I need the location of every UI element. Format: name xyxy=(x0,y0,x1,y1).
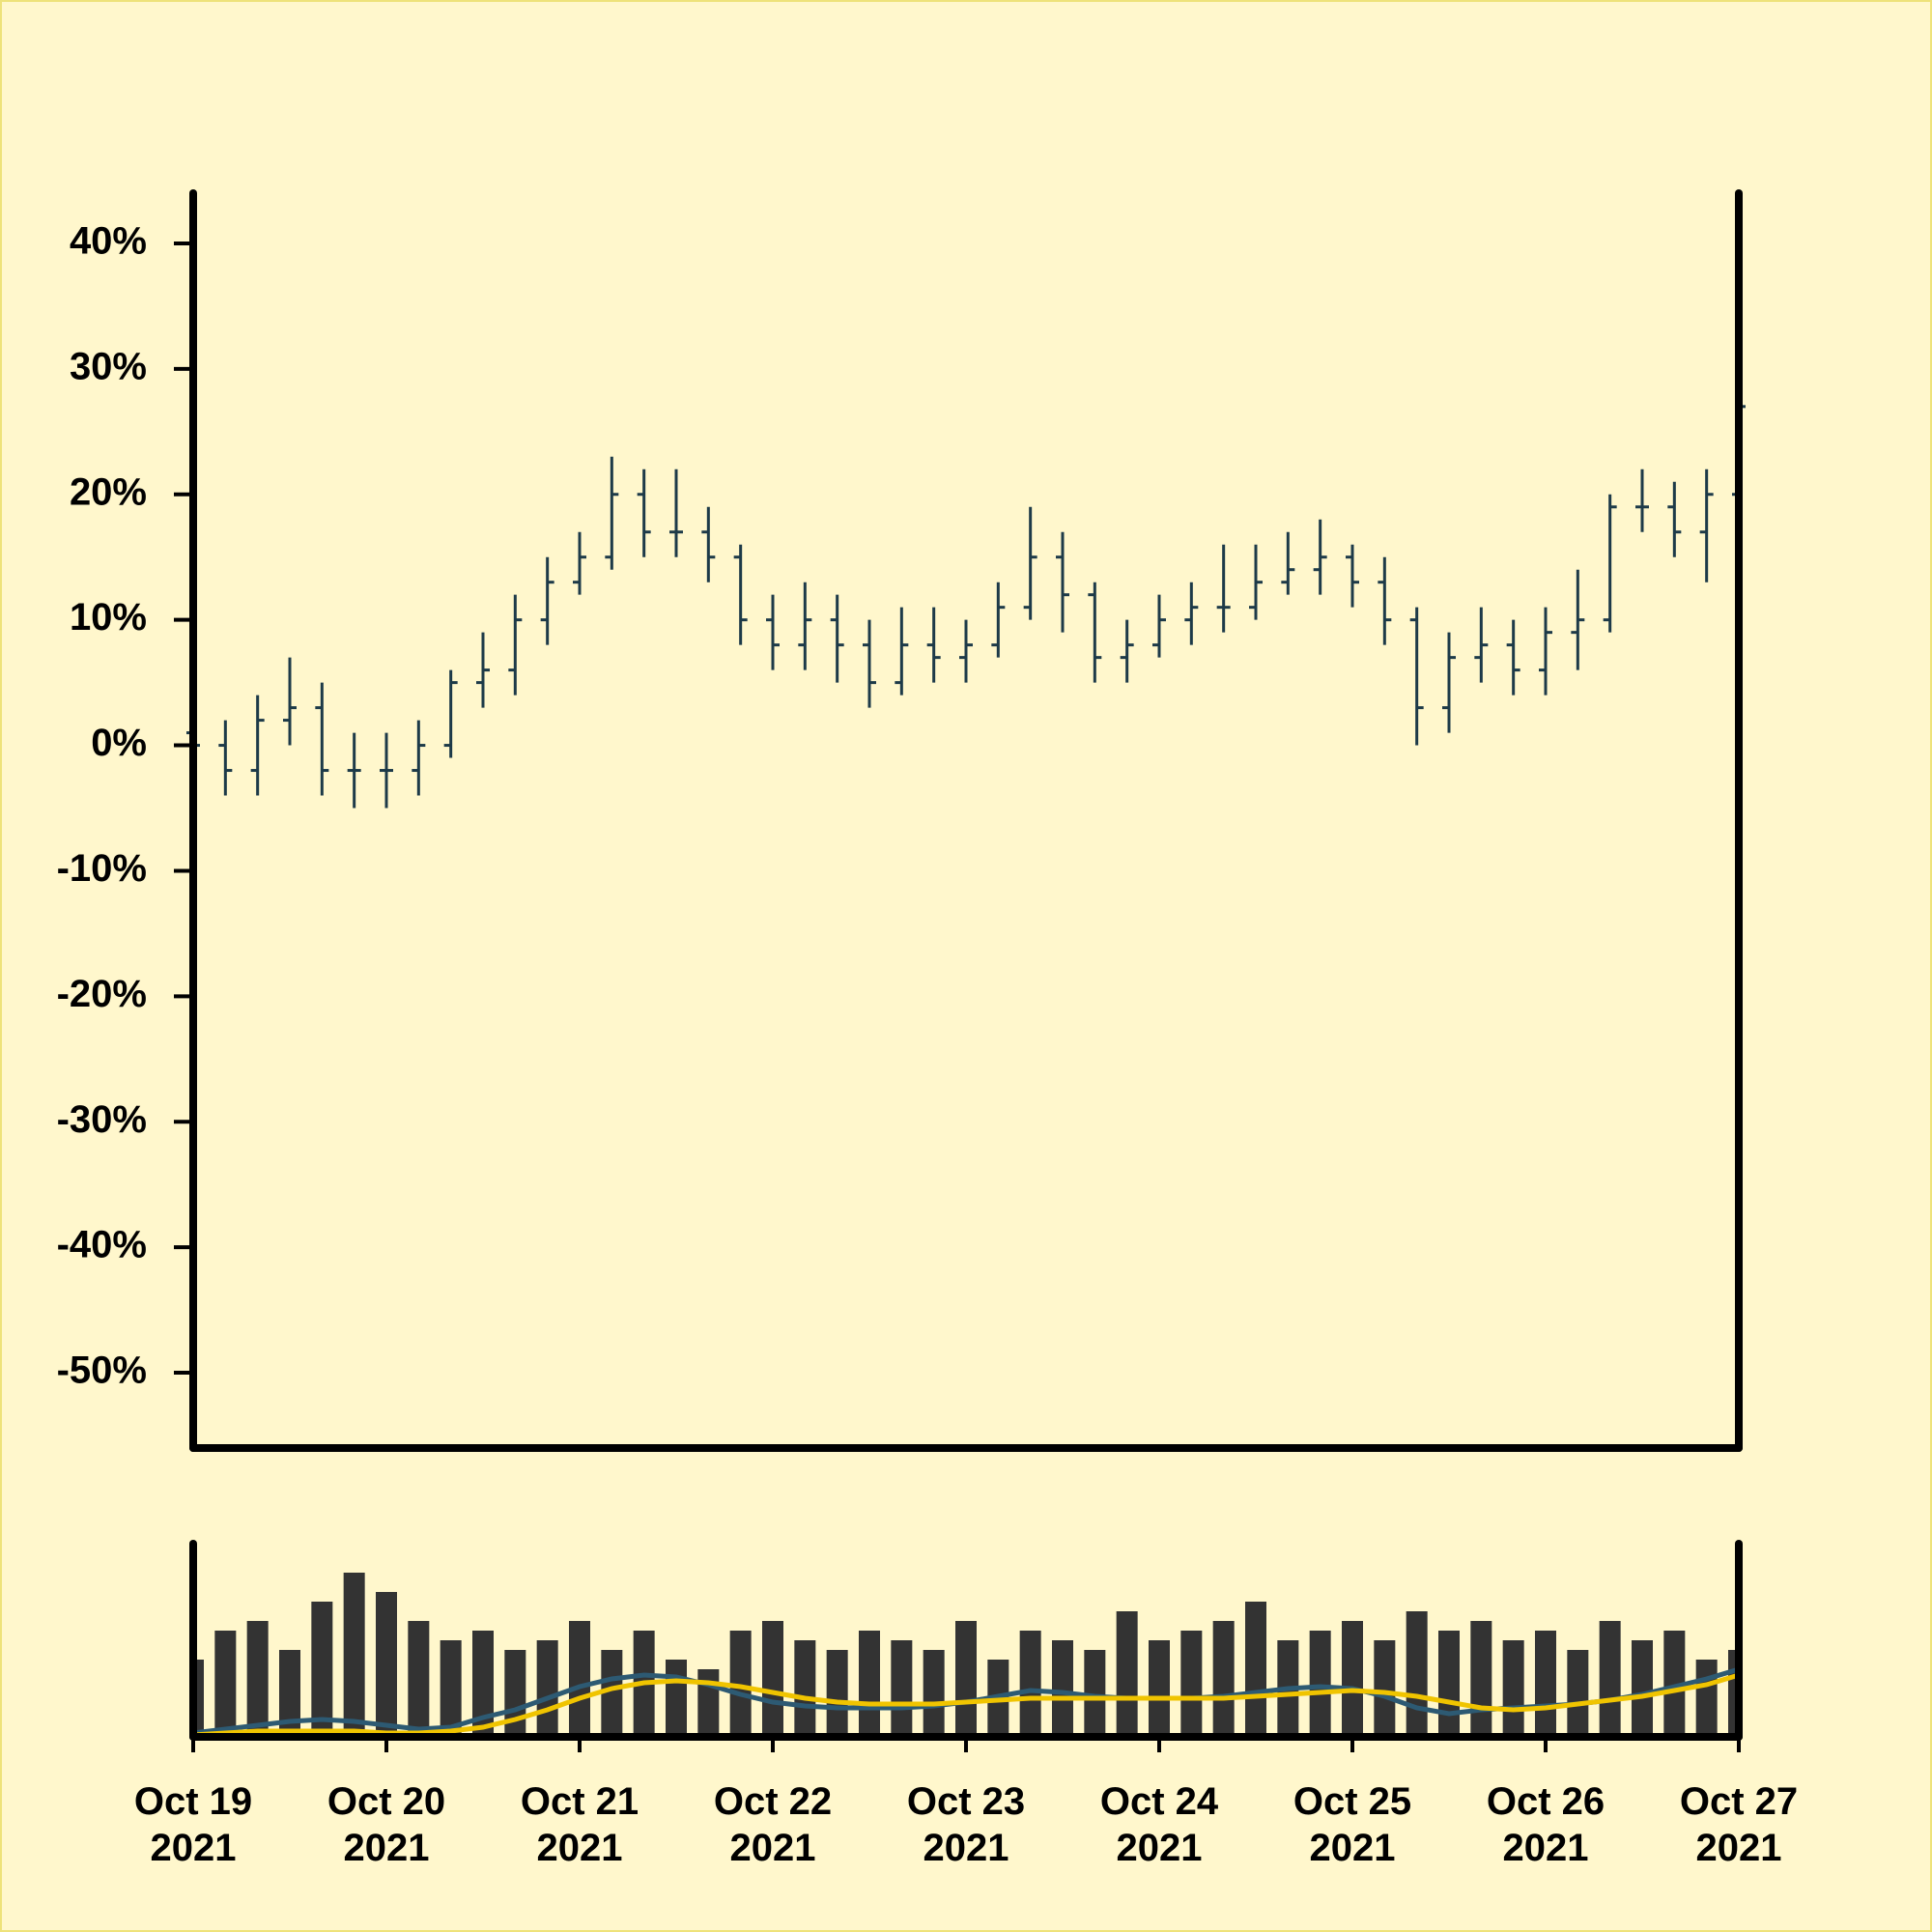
volume-bar xyxy=(955,1621,977,1737)
volume-bar xyxy=(1116,1611,1138,1737)
y-tick-label: -10% xyxy=(57,847,147,890)
volume-bar xyxy=(1535,1631,1556,1737)
x-tick-label: Oct 26 2021 xyxy=(1486,1780,1605,1869)
volume-bar xyxy=(472,1631,494,1737)
volume-bar xyxy=(1567,1650,1589,1737)
y-tick-label: 0% xyxy=(91,722,147,764)
volume-bar xyxy=(536,1640,558,1737)
volume-bar xyxy=(794,1640,816,1737)
y-tick-label: -50% xyxy=(57,1350,147,1392)
volume-bar xyxy=(1180,1631,1203,1737)
volume-bar xyxy=(1212,1621,1235,1737)
volume-bar xyxy=(1245,1602,1266,1737)
volume-bar xyxy=(214,1631,237,1737)
volume-bar xyxy=(279,1650,300,1737)
volume-bar xyxy=(1695,1660,1718,1737)
volume-bar xyxy=(762,1621,783,1737)
volume-bar xyxy=(193,1660,204,1737)
volume-bar xyxy=(376,1592,397,1737)
y-tick-label: -30% xyxy=(57,1098,147,1141)
volume-bar xyxy=(1406,1611,1428,1737)
x-tick-label: Oct 23 2021 xyxy=(906,1780,1026,1869)
volume-bar xyxy=(1019,1631,1041,1737)
volume-bar xyxy=(601,1650,623,1737)
volume-bar xyxy=(569,1621,590,1737)
x-tick-label: Oct 22 2021 xyxy=(713,1780,833,1869)
volume-bar xyxy=(408,1621,430,1737)
volume-bar xyxy=(1149,1640,1170,1737)
y-tick-label: 40% xyxy=(70,220,147,263)
x-tick-label: Oct 19 2021 xyxy=(133,1780,253,1869)
volume-bar xyxy=(666,1660,687,1737)
x-tick-label: Oct 24 2021 xyxy=(1099,1780,1219,1869)
volume-bar xyxy=(729,1631,752,1737)
volume-bar xyxy=(1342,1621,1363,1737)
y-tick-label: -40% xyxy=(57,1224,147,1266)
volume-bar xyxy=(1309,1631,1331,1737)
volume-bar xyxy=(246,1621,269,1737)
x-tick-label: Oct 25 2021 xyxy=(1293,1780,1412,1869)
moving-average-line xyxy=(192,1672,1740,1738)
volume-bar xyxy=(859,1631,880,1737)
x-tick-label: Oct 27 2021 xyxy=(1679,1780,1799,1869)
y-tick-label: 20% xyxy=(70,470,147,513)
x-tick-label: Oct 21 2021 xyxy=(520,1780,639,1869)
volume-bar xyxy=(697,1669,720,1737)
volume-bar xyxy=(1470,1621,1492,1737)
volume-bar xyxy=(826,1650,848,1737)
volume-bar xyxy=(1632,1640,1653,1737)
x-tick-label: Oct 20 2021 xyxy=(327,1780,446,1869)
y-tick-label: 30% xyxy=(70,345,147,387)
volume-bar xyxy=(891,1640,913,1737)
volume-bar xyxy=(311,1602,333,1737)
volume-bar xyxy=(1599,1621,1621,1737)
volume-bar xyxy=(440,1640,462,1737)
volume-bar xyxy=(343,1573,365,1737)
y-tick-label: 10% xyxy=(70,596,147,639)
y-tick-label: -20% xyxy=(57,973,147,1015)
volume-bar xyxy=(1663,1631,1686,1737)
volume-bar xyxy=(1728,1650,1739,1737)
volume-bar xyxy=(504,1650,526,1737)
volume-bar xyxy=(1438,1631,1460,1737)
volume-bar xyxy=(1502,1640,1524,1737)
volume-bar xyxy=(1052,1640,1073,1737)
volume-bar xyxy=(923,1650,945,1737)
volume-bar xyxy=(1084,1650,1106,1737)
volume-bar xyxy=(1374,1640,1396,1737)
